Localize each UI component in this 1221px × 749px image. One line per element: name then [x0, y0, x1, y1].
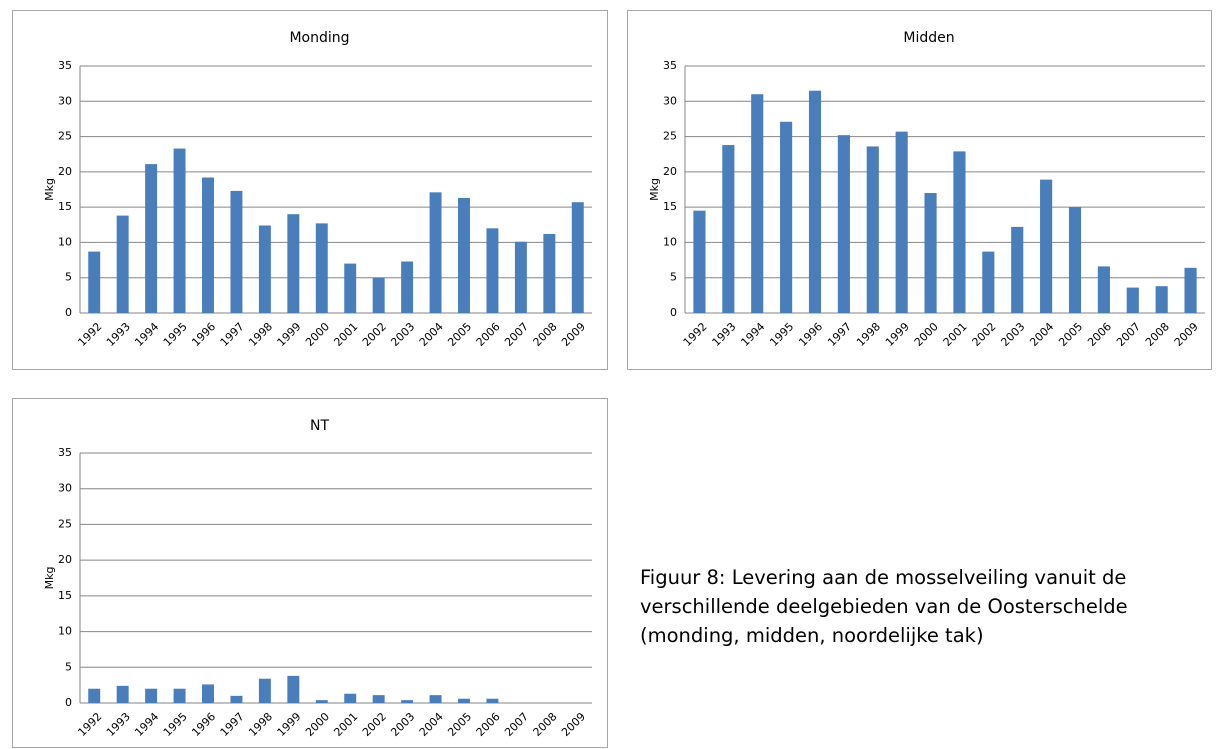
chart-title: Midden	[903, 30, 954, 46]
bar	[88, 688, 101, 703]
bar	[145, 688, 158, 703]
bar	[202, 177, 214, 313]
y-tick-label: 20	[58, 553, 72, 566]
bar	[837, 135, 850, 313]
bar	[1184, 267, 1197, 313]
bar	[1011, 226, 1024, 313]
chart-title: Monding	[289, 30, 349, 46]
bar	[693, 210, 706, 313]
y-tick-label: 5	[65, 660, 72, 673]
bar	[1126, 287, 1139, 313]
chart-frame	[12, 398, 608, 748]
bar	[401, 700, 414, 703]
bar	[372, 277, 385, 313]
y-tick-label: 25	[663, 130, 677, 143]
y-tick-label: 15	[663, 200, 677, 213]
bar	[1040, 179, 1053, 313]
y-tick-label: 5	[670, 271, 677, 284]
y-tick-label: 30	[58, 482, 72, 495]
bar	[429, 192, 442, 313]
y-tick-label: 35	[58, 59, 72, 72]
bar	[1068, 207, 1082, 313]
bar	[953, 151, 966, 313]
bar	[808, 90, 822, 313]
bar	[230, 190, 243, 313]
bar	[571, 202, 584, 313]
figure-caption: Figuur 8: Levering aan de mosselveiling …	[640, 566, 1128, 647]
y-tick-label: 25	[58, 130, 72, 143]
y-tick-label: 30	[58, 94, 72, 107]
bar	[315, 700, 328, 703]
bar	[982, 251, 995, 313]
bar	[344, 693, 357, 703]
bar	[486, 698, 499, 703]
bar	[145, 164, 158, 313]
y-axis-label: Mkg	[648, 178, 661, 201]
bar	[202, 684, 214, 703]
y-axis-label: Mkg	[43, 178, 56, 201]
bar	[88, 251, 101, 313]
y-tick-label: 20	[58, 165, 72, 178]
bar	[230, 695, 243, 703]
bar	[722, 145, 735, 313]
bar	[372, 695, 385, 703]
y-tick-label: 10	[58, 625, 72, 638]
bar	[344, 263, 357, 313]
y-tick-label: 35	[58, 446, 72, 459]
chart-title: NT	[310, 418, 329, 434]
bar	[458, 698, 470, 703]
bar	[543, 233, 556, 313]
y-tick-label: 15	[58, 589, 72, 602]
bar	[173, 688, 186, 703]
bar	[458, 197, 470, 313]
bar	[486, 228, 499, 313]
bar	[751, 94, 764, 313]
y-tick-label: 0	[65, 696, 72, 709]
bar	[258, 678, 271, 703]
bar	[1155, 286, 1168, 313]
y-tick-label: 25	[58, 517, 72, 530]
bar	[315, 223, 328, 313]
bar	[895, 131, 908, 313]
bar	[401, 261, 414, 313]
y-axis-label: Mkg	[43, 567, 56, 590]
y-tick-label: 10	[58, 235, 72, 248]
y-tick-label: 5	[65, 271, 72, 284]
bar	[116, 215, 129, 313]
bar	[258, 225, 271, 313]
bar	[287, 214, 300, 313]
bar	[514, 241, 527, 313]
chart-frame	[12, 10, 608, 370]
y-tick-label: 30	[663, 94, 677, 107]
chart-frame	[627, 10, 1212, 370]
bar	[1097, 266, 1110, 313]
y-tick-label: 10	[663, 235, 677, 248]
bar	[173, 148, 186, 313]
bar	[429, 695, 442, 703]
bar	[924, 193, 937, 313]
bar	[780, 121, 793, 313]
y-tick-label: 35	[663, 59, 677, 72]
y-tick-label: 20	[663, 165, 677, 178]
bar	[866, 146, 879, 313]
y-tick-label: 15	[58, 200, 72, 213]
y-tick-label: 0	[65, 306, 72, 319]
y-tick-label: 0	[670, 306, 677, 319]
bar	[287, 675, 300, 703]
bar	[116, 685, 129, 703]
